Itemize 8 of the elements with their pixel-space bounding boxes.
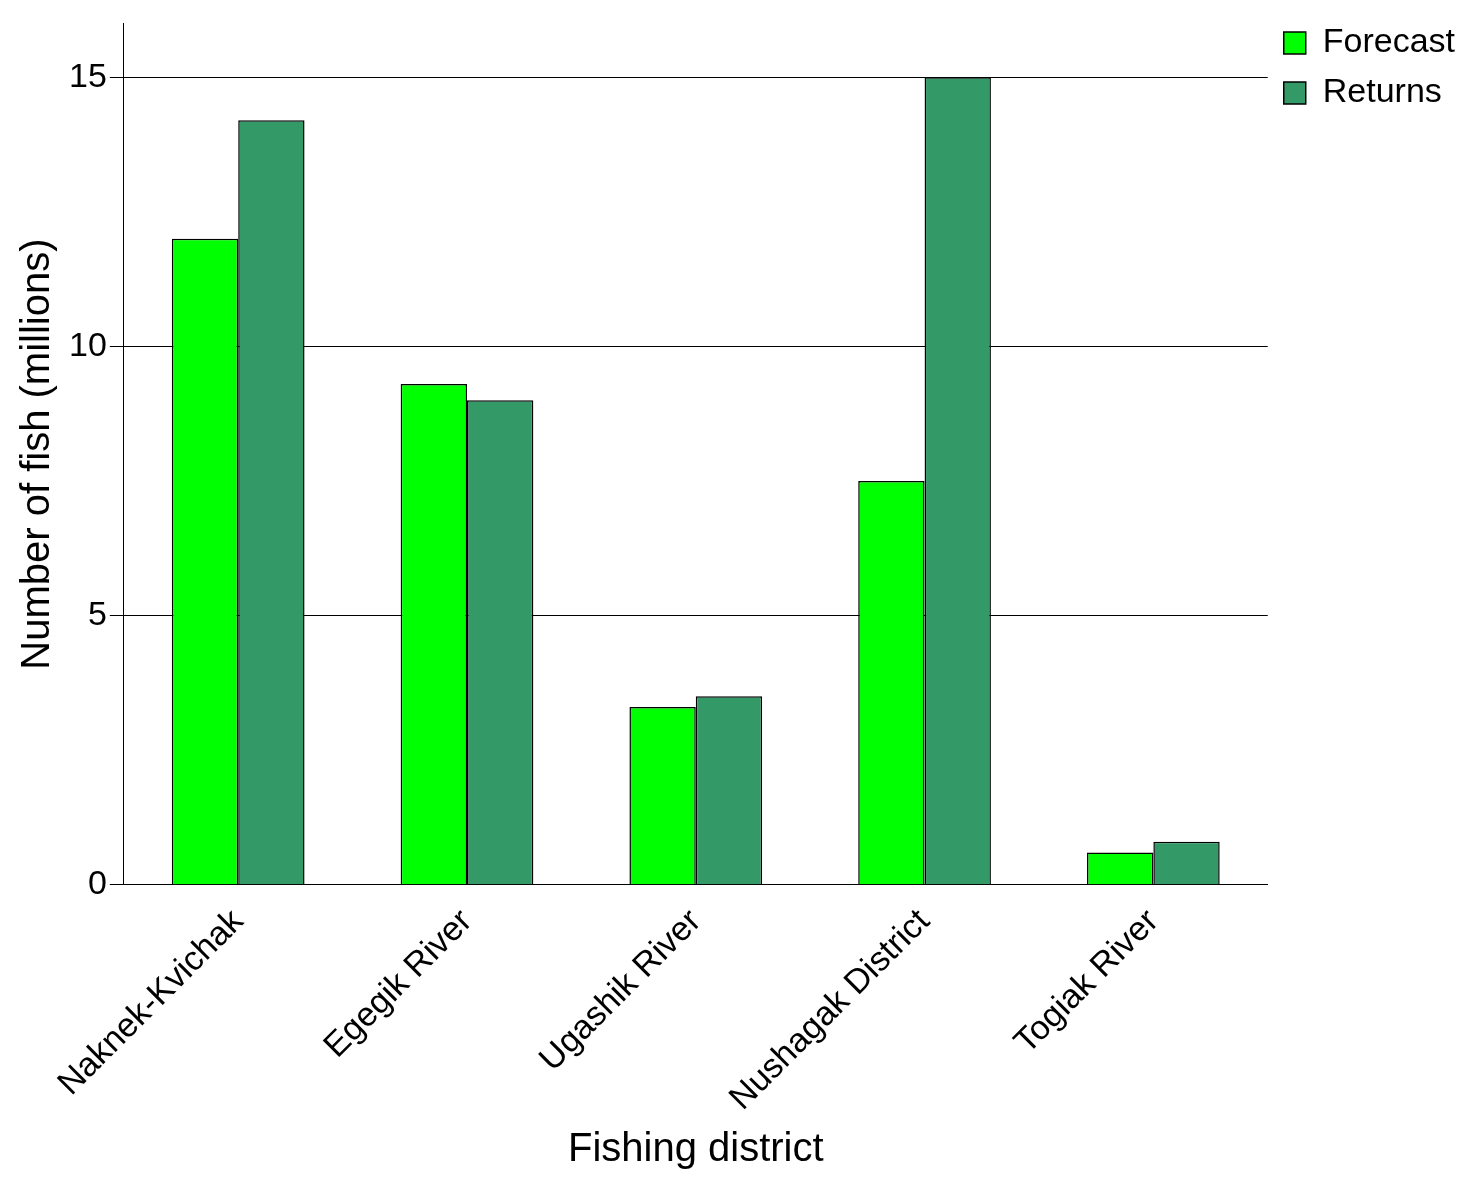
y-tick-label: 15	[68, 55, 107, 94]
y-axis-title: Number of fish (millions)	[13, 238, 58, 670]
legend-label: Returns	[1322, 71, 1442, 110]
x-axis-title: Fishing district	[567, 1125, 824, 1170]
y-tick-label: 5	[87, 593, 107, 632]
y-tick-label: 0	[87, 863, 107, 902]
y-tick-label: 10	[68, 324, 107, 363]
legend-label: Forecast	[1322, 21, 1456, 60]
